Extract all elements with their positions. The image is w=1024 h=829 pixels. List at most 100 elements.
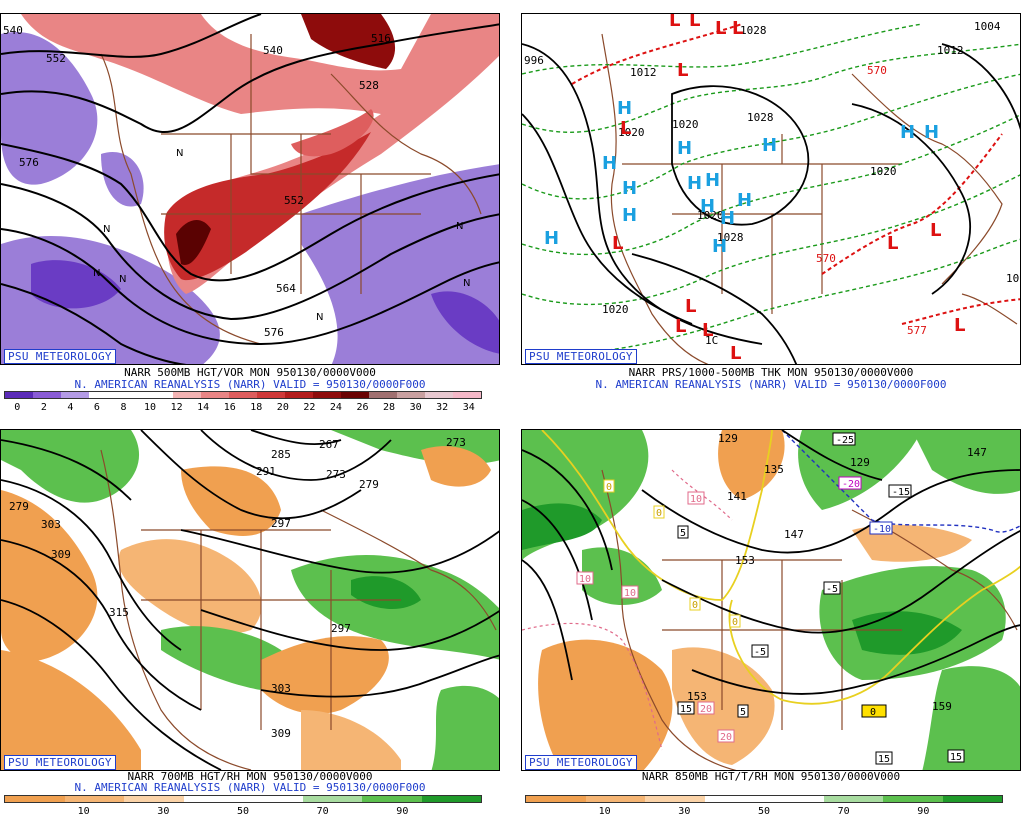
product-title: NARR PRS/1000-500MB THK MON 950130/0000V… [628, 366, 914, 379]
temperature-label-box: 15 [677, 701, 695, 715]
map-850mb-temperature-humidity: 129 135 141 147 153 129 153 159 147 -25 … [521, 429, 1021, 771]
relative-humidity-fill [1, 430, 499, 770]
height-contours [1, 430, 499, 770]
colorbar-swatch [64, 796, 124, 802]
colorbar-swatch [883, 796, 943, 802]
vorticity-minimum-symbol: N [456, 221, 463, 232]
contour-label: 1020 [870, 165, 897, 178]
svg-text:0: 0 [656, 508, 662, 519]
high-pressure-marker: H [677, 138, 692, 159]
colorbar-swatch [285, 392, 313, 398]
colorbar-tick-label: 20 [276, 402, 289, 413]
svg-text:20: 20 [720, 732, 732, 743]
contour-label: 1020 [602, 303, 629, 316]
vorticity-minimum-symbol: N [176, 148, 183, 159]
svg-text:15: 15 [680, 704, 692, 715]
product-title: NARR 700MB HGT/RH MON 950130/0000V000 [127, 770, 373, 783]
vorticity-colorbar-ticks: 0 2 4 6 8 10 12 14 16 18 20 22 24 26 28 30 32 34 [4, 402, 482, 414]
contour-label: 285 [271, 448, 291, 461]
contour-label: 1028 [717, 231, 744, 244]
high-pressure-marker: H [762, 135, 777, 156]
contour-label: 315 [109, 606, 129, 619]
colorbar-swatch [61, 392, 89, 398]
contour-label: 147 [967, 446, 987, 459]
contour-label: 141 [727, 490, 747, 503]
contour-label: 153 [735, 554, 755, 567]
panel-500mb-vorticity: 540 552 528 516 540 576 552 564 576 N N … [0, 13, 500, 413]
contour-label: 129 [718, 432, 738, 445]
contour-label: 1020 [672, 118, 699, 131]
colorbar-tick-label: 30 [678, 806, 691, 817]
colorbar-swatch [117, 392, 145, 398]
colorbar-tick-label: 2 [40, 402, 47, 413]
colorbar-swatch [585, 796, 645, 802]
vorticity-fill-high [21, 14, 499, 294]
svg-text:0: 0 [732, 617, 738, 628]
colorbar-tick-label: 12 [170, 402, 183, 413]
svg-text:15: 15 [878, 754, 890, 765]
high-pressure-marker: H [712, 236, 727, 257]
colorbar-tick-label: 24 [329, 402, 342, 413]
contour-label: 1012 [937, 44, 964, 57]
panel-700mb-humidity: 267 273 279 285 291 297 303 309 297 303 … [0, 429, 500, 829]
valid-time-line: N. AMERICAN REANALYSIS (NARR) VALID = 95… [74, 378, 426, 391]
contour-label: 1C [705, 334, 718, 347]
colorbar-swatch [526, 796, 586, 802]
colorbar-swatch [5, 392, 33, 398]
colorbar-swatch [201, 392, 229, 398]
colorbar-tick-label: 70 [316, 806, 329, 817]
humidity-colorbar [4, 795, 482, 803]
vorticity-minimum-symbol: N [93, 268, 100, 279]
colorbar-swatch [341, 392, 369, 398]
contour-label: 297 [271, 517, 291, 530]
svg-text:0: 0 [870, 707, 876, 718]
contour-label: 564 [276, 282, 296, 295]
low-pressure-marker: L [669, 14, 680, 31]
colorbar-tick-label: 6 [93, 402, 100, 413]
low-pressure-marker: L [612, 233, 623, 254]
colorbar-tick-label: 18 [250, 402, 263, 413]
low-pressure-marker: L [887, 233, 898, 254]
vorticity-colorbar [4, 391, 482, 399]
low-pressure-marker: L [620, 118, 631, 139]
colorbar-swatch [257, 392, 285, 398]
coastlines-and-borders [601, 33, 1018, 364]
contour-label: 577 [907, 324, 927, 337]
contour-label: 540 [263, 44, 283, 57]
map-500mb-vorticity: 540 552 528 516 540 576 552 564 576 N N … [0, 13, 500, 365]
contour-label: 570 [867, 64, 887, 77]
colorbar-tick-label: 90 [917, 806, 930, 817]
temperature-label-box: 10 [576, 571, 594, 585]
temperature-contours [522, 469, 733, 751]
low-pressure-marker: L [685, 296, 696, 317]
colorbar-swatch [453, 392, 481, 398]
vorticity-fill-low [1, 32, 499, 364]
thickness-540-contours [571, 23, 1020, 325]
panel-850mb-temperature-humidity: 129 135 141 147 153 129 153 159 147 -25 … [521, 429, 1021, 829]
psu-meteorology-badge: PSU METEOROLOGY [525, 755, 637, 770]
high-pressure-marker: H [705, 170, 720, 191]
colorbar-tick-label: 90 [396, 806, 409, 817]
temperature-label-box: 0 [603, 479, 615, 493]
high-pressure-marker: H [737, 190, 752, 211]
contour-label: 147 [784, 528, 804, 541]
colorbar-swatch [173, 392, 201, 398]
high-pressure-marker: H [622, 178, 637, 199]
humidity-colorbar-ticks: 10 30 50 70 90 [525, 806, 1003, 818]
contour-label: 279 [9, 500, 29, 513]
colorbar-tick-label: 4 [67, 402, 74, 413]
high-pressure-marker: H [687, 173, 702, 194]
contour-label: 570 [816, 252, 836, 265]
contour-label: 1028 [740, 24, 767, 37]
colorbar-tick-label: 0 [14, 402, 21, 413]
high-pressure-marker: H [622, 205, 637, 226]
colorbar-tick-label: 22 [303, 402, 316, 413]
contour-label: 516 [371, 32, 391, 45]
high-pressure-marker: H [720, 208, 735, 229]
svg-text:20: 20 [700, 704, 712, 715]
colorbar-swatch [362, 796, 422, 802]
low-pressure-marker: L [954, 315, 965, 336]
contour-label: 135 [764, 463, 784, 476]
svg-text:-15: -15 [892, 487, 910, 498]
temperature-label-box: -20 [838, 476, 862, 490]
